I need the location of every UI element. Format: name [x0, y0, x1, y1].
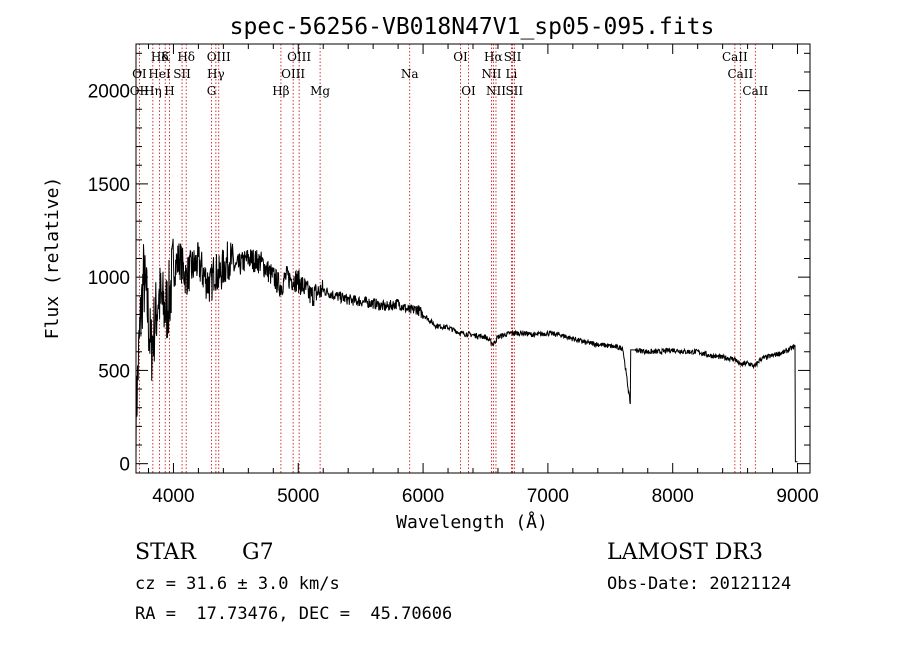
y-axis-ticks: 0 500 1000 1500 2000: [88, 52, 810, 476]
y-tick-label: 0: [119, 455, 130, 476]
object-subclass: G7: [242, 540, 274, 565]
observation-date: Obs-Date: 20121124: [607, 574, 792, 594]
line-label: G: [207, 84, 217, 98]
x-tick-label: 7000: [527, 486, 569, 507]
line-label: OI: [132, 67, 147, 81]
line-label: H: [164, 84, 174, 98]
object-class: STAR: [135, 540, 196, 565]
line-label: CaII: [727, 67, 753, 81]
line-label: Mg: [310, 84, 330, 98]
line-label: NII: [481, 67, 501, 81]
spectrum-line: [135, 238, 798, 463]
y-axis-label: Flux (relative): [42, 177, 63, 340]
line-label: OI: [461, 84, 476, 98]
line-label: K: [161, 50, 171, 64]
line-label: Hδ: [151, 50, 169, 64]
x-tick-label: 9000: [776, 486, 818, 507]
x-axis-ticks: 4000 5000 6000 7000 8000 9000: [147, 44, 819, 507]
y-tick-label: 2000: [88, 82, 130, 103]
chart-title: spec-56256-VB018N47V1_sp05-095.fits: [230, 14, 715, 40]
line-label: SII: [505, 84, 523, 98]
line-label: OI: [453, 50, 468, 64]
x-tick-label: 8000: [652, 486, 694, 507]
redshift-info: cz = 31.6 ± 3.0 km/s: [135, 574, 340, 594]
line-label: OIII: [287, 50, 311, 64]
line-label: Hη: [144, 84, 162, 98]
coordinates: RA = 17.73476, DEC = 45.70606: [135, 604, 453, 624]
x-tick-label: 5000: [277, 486, 319, 507]
line-label: Hα: [484, 50, 503, 64]
line-label: CaII: [722, 50, 748, 64]
line-label: SII: [173, 67, 191, 81]
x-tick-label: 6000: [402, 486, 444, 507]
line-label: Hβ: [272, 84, 289, 98]
y-tick-label: 1000: [88, 268, 130, 289]
line-label: SII: [504, 50, 522, 64]
line-label: OIII: [281, 67, 305, 81]
x-axis-label: Wavelength (Å): [396, 511, 548, 533]
line-label: HeI: [148, 67, 171, 81]
line-label: Hδ: [177, 50, 195, 64]
y-tick-label: 500: [98, 361, 130, 382]
y-tick-label: 1500: [88, 175, 130, 196]
line-label: Li: [506, 67, 518, 81]
line-label: NII: [486, 84, 506, 98]
x-tick-label: 4000: [152, 486, 194, 507]
line-label: CaII: [742, 84, 768, 98]
line-label: Na: [401, 67, 419, 81]
line-label: OIII: [207, 50, 231, 64]
line-label: Hγ: [207, 67, 225, 81]
survey-name: LAMOST DR3: [607, 540, 763, 565]
